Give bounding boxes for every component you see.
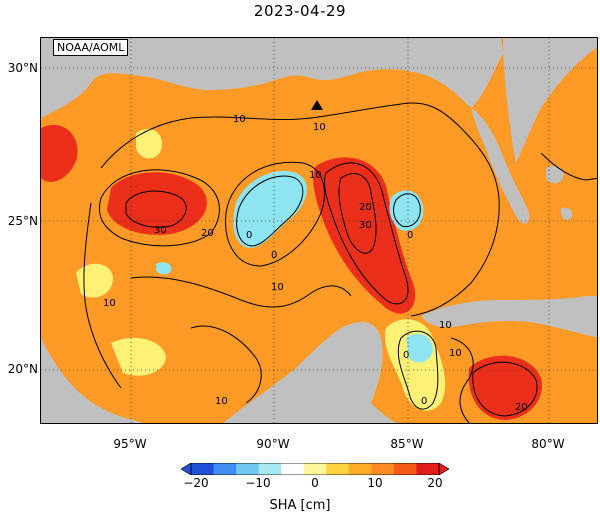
contour-10-right: [540, 152, 597, 181]
lon-label-95: 95°W: [113, 437, 147, 451]
colorbar-tick-4: 10: [367, 476, 383, 490]
colorbar-segment: [191, 463, 215, 475]
credit-label: NOAA/AOML: [53, 39, 129, 56]
colorbar-svg: [180, 462, 450, 476]
colorbar-segment: [348, 463, 372, 475]
contour-label-8: 20: [201, 228, 214, 239]
colorbar-tick-2: −10: [245, 476, 271, 490]
graticule: [41, 38, 597, 423]
colorbar-tick-1: −20: [183, 476, 209, 490]
land-bahamas: [546, 166, 573, 220]
colorbar-segment: [416, 463, 440, 475]
contour-10-west: [83, 202, 122, 389]
sha-patch-neutral-1: [76, 263, 113, 298]
lat-label-20: 20°N: [7, 362, 38, 376]
contour-label-16: 0: [421, 396, 427, 407]
colorbar-low-arrow: [180, 462, 192, 476]
contour-label-1: 10: [233, 114, 246, 125]
sha-patch-cool-caribbean: [406, 334, 433, 363]
contour-0-east: [393, 193, 421, 228]
contour-label-13: 0: [246, 230, 252, 241]
contour-20-loop: [323, 162, 409, 305]
colorbar-segment: [258, 463, 282, 475]
contour-20-west: [98, 169, 220, 247]
contour-label-3: 10: [103, 298, 116, 309]
contour-label-15: 0: [407, 230, 413, 241]
contour-label-2: 10: [313, 122, 326, 133]
lat-label-25: 25°N: [7, 214, 38, 228]
contour-10-gulf-south: [190, 325, 262, 404]
lon-label-85: 85°W: [390, 437, 424, 451]
colorbar-label: SHA [cm]: [269, 498, 331, 513]
colorbar: [180, 460, 450, 476]
sha-patch-cool-central: [233, 171, 307, 248]
contour-label-14: 0: [271, 250, 277, 261]
sha-patch-cool-small: [156, 262, 172, 275]
land-us-gulf-coast: [41, 38, 503, 118]
map-title: 2023-04-29: [253, 2, 347, 20]
contour-10-east-caribbean: [450, 337, 474, 423]
contour-labels: 10 10 10 10 10 10 10 20 20 20 30 30 0 0 …: [103, 114, 528, 413]
contour-label-6: 10: [449, 348, 462, 359]
land-mexico: [41, 338, 141, 423]
sha-map: 10 10 10 10 10 10 10 20 20 20 30 30 0 0 …: [41, 38, 597, 423]
contour-label-10: 20: [515, 402, 528, 413]
colorbar-high-arrow: [438, 462, 450, 476]
contour-label-12: 30: [359, 220, 372, 231]
contour-label-7: 10: [309, 170, 322, 181]
colorbar-segment: [303, 463, 327, 475]
contour-label-9: 20: [359, 202, 372, 213]
lon-label-80: 80°W: [531, 437, 565, 451]
sha-patch-hot-northwest: [41, 124, 78, 182]
colorbar-tick-3: 0: [311, 476, 319, 490]
contour-10-central: [225, 161, 326, 267]
land-yucatan: [223, 322, 383, 423]
contour-20-caribbean: [472, 361, 538, 417]
contour-10-north: [100, 102, 500, 317]
land-cuba: [421, 296, 597, 338]
map-panel: 10 10 10 10 10 10 10 20 20 20 30 30 0 0 …: [40, 37, 598, 424]
contour-30-loop: [338, 173, 377, 254]
lon-label-90: 90°W: [256, 437, 290, 451]
colorbar-tick-5: 20: [427, 476, 443, 490]
sha-patch-neutral-2: [111, 337, 166, 376]
contour-0-central: [236, 175, 304, 247]
contours: [83, 102, 597, 423]
sha-patch-neutral-3: [136, 129, 162, 159]
contour-label-4: 10: [271, 282, 284, 293]
land-central-america: [343, 403, 397, 423]
contour-0-caribbean: [397, 330, 439, 410]
contour-10-south: [130, 276, 352, 308]
contour-label-17: 0: [403, 350, 409, 361]
contour-30-west: [125, 190, 187, 228]
colorbar-segment: [213, 463, 237, 475]
station-marker-icon: [311, 100, 323, 110]
contour-label-5: 10: [215, 396, 228, 407]
contour-label-11: 30: [154, 225, 167, 236]
sha-patch-hot-caribbean: [468, 355, 542, 420]
lat-label-30: 30°N: [7, 61, 38, 75]
colorbar-segment: [371, 463, 395, 475]
colorbar-segment: [393, 463, 417, 475]
colorbar-segment: [236, 463, 260, 475]
colorbar-segment: [326, 463, 350, 475]
colorbar-segment: [281, 463, 305, 475]
land-florida: [471, 38, 597, 224]
colorbar-segments: [191, 463, 440, 475]
contour-label-18: 10: [439, 320, 452, 331]
